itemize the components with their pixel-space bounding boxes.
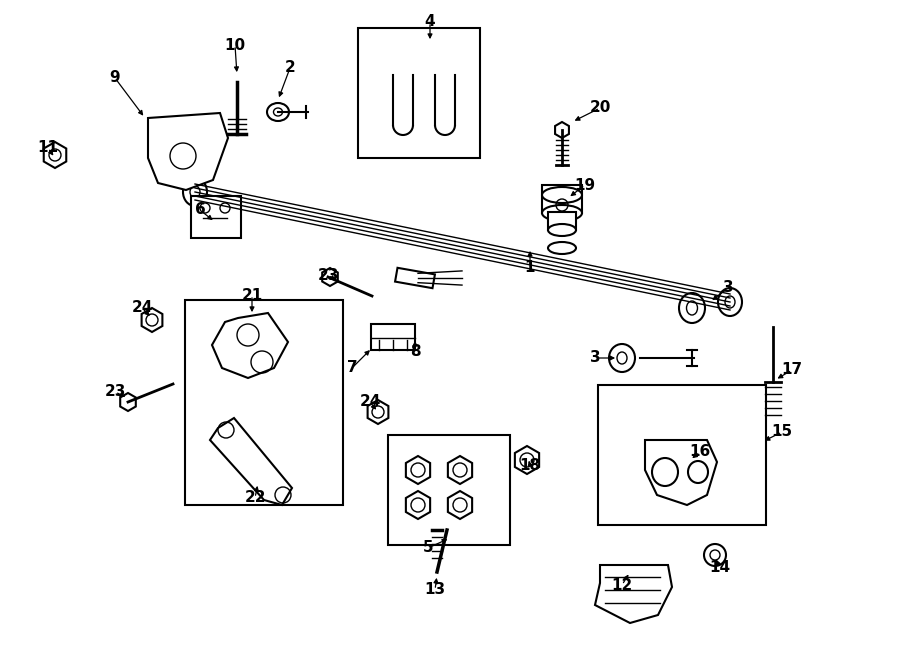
Polygon shape xyxy=(212,313,288,378)
Ellipse shape xyxy=(679,293,705,323)
Text: 20: 20 xyxy=(590,100,611,116)
Circle shape xyxy=(704,544,726,566)
Text: 24: 24 xyxy=(131,301,153,315)
Bar xyxy=(542,185,582,213)
Text: 21: 21 xyxy=(241,288,263,303)
Text: 23: 23 xyxy=(104,385,126,399)
Bar xyxy=(358,28,480,158)
Bar xyxy=(191,196,241,238)
Bar xyxy=(388,435,510,545)
Bar xyxy=(598,385,766,525)
Text: 3: 3 xyxy=(590,350,600,366)
Polygon shape xyxy=(395,268,435,288)
Text: 3: 3 xyxy=(723,280,734,295)
Text: 22: 22 xyxy=(244,490,266,506)
Text: 11: 11 xyxy=(38,141,58,155)
Polygon shape xyxy=(148,113,228,190)
Text: 15: 15 xyxy=(771,424,793,440)
Ellipse shape xyxy=(609,344,635,372)
Text: 12: 12 xyxy=(611,578,633,592)
Text: 19: 19 xyxy=(574,178,596,192)
Text: 24: 24 xyxy=(359,395,381,410)
Text: 14: 14 xyxy=(709,561,731,576)
Text: 5: 5 xyxy=(423,541,433,555)
Text: 4: 4 xyxy=(425,15,436,30)
Ellipse shape xyxy=(542,187,582,203)
Text: 18: 18 xyxy=(519,457,541,473)
Text: 16: 16 xyxy=(689,444,711,459)
Text: 9: 9 xyxy=(110,71,121,85)
Bar xyxy=(371,324,415,350)
Bar xyxy=(548,212,576,230)
Text: 17: 17 xyxy=(781,362,803,377)
Text: 1: 1 xyxy=(525,260,535,274)
Polygon shape xyxy=(210,418,292,505)
Ellipse shape xyxy=(267,103,289,121)
Text: 7: 7 xyxy=(346,360,357,375)
Text: 10: 10 xyxy=(224,38,246,52)
Ellipse shape xyxy=(542,205,582,221)
Text: 13: 13 xyxy=(425,582,446,598)
Polygon shape xyxy=(595,565,672,623)
Text: 2: 2 xyxy=(284,61,295,75)
Polygon shape xyxy=(645,440,717,505)
Ellipse shape xyxy=(548,224,576,236)
Ellipse shape xyxy=(183,178,207,206)
Bar xyxy=(185,300,343,505)
Ellipse shape xyxy=(718,288,742,316)
Text: 8: 8 xyxy=(410,344,420,360)
Text: 6: 6 xyxy=(194,202,205,217)
Ellipse shape xyxy=(548,242,576,254)
Text: 23: 23 xyxy=(318,268,338,282)
